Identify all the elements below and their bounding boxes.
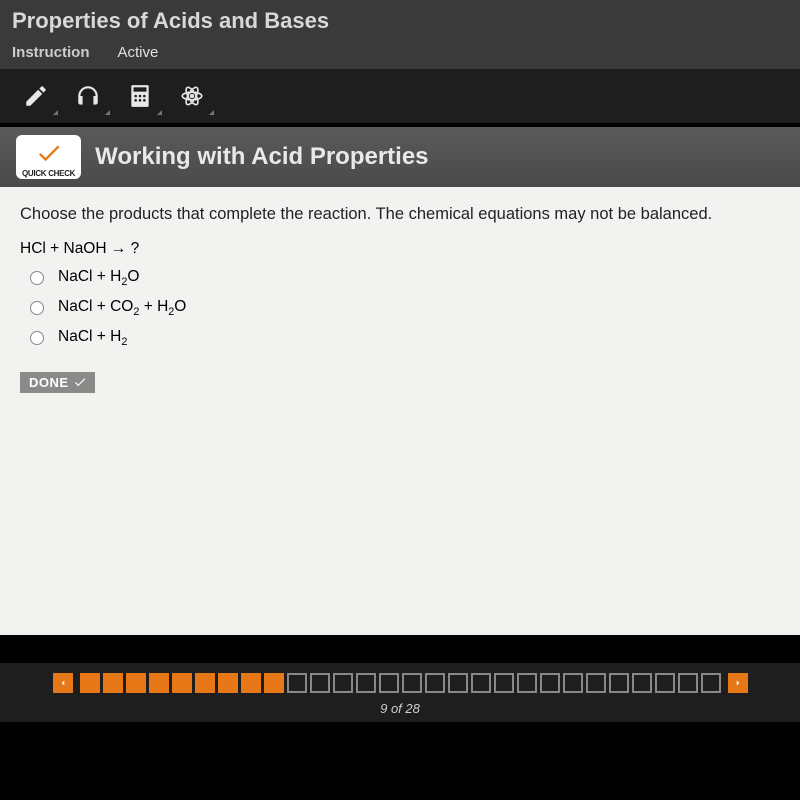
headphones-icon [75,83,101,109]
progress-cell[interactable] [80,673,100,693]
pencil-tool[interactable] [10,75,62,117]
radio-icon [30,301,44,315]
lesson-header: Properties of Acids and Bases Instructio… [0,0,800,69]
question-equation: HCl + NaOH → ? [20,240,780,258]
answer-options: NaCl + H2O NaCl + CO2 + H2O NaCl + H2 [30,268,780,348]
progress-cell[interactable] [402,673,422,693]
progress-cell[interactable] [448,673,468,693]
prev-button[interactable] [53,673,73,693]
progress-cell[interactable] [586,673,606,693]
lesson-title: Properties of Acids and Bases [12,8,788,34]
progress-cell[interactable] [218,673,238,693]
option-1[interactable]: NaCl + H2O [30,268,780,288]
option-label: NaCl + CO2 + H2O [58,298,186,318]
done-label: DONE [29,375,69,390]
section-title: Working with Acid Properties [95,143,428,171]
progress-cell[interactable] [517,673,537,693]
progress-cell[interactable] [172,673,192,693]
progress-cell[interactable] [655,673,675,693]
done-button[interactable]: DONE [20,372,95,393]
progress-bar [10,673,790,693]
checkmark-icon [32,139,66,167]
progress-cell[interactable] [356,673,376,693]
progress-cell[interactable] [333,673,353,693]
calculator-icon [127,83,153,109]
pencil-icon [23,83,49,109]
tool-toolbar [0,69,800,123]
progress-cell[interactable] [701,673,721,693]
progress-cell[interactable] [264,673,284,693]
question-prompt: Choose the products that complete the re… [20,205,780,224]
audio-tool[interactable] [62,75,114,117]
quick-check-label: QUICK CHECK [22,170,75,177]
quick-check-badge: QUICK CHECK [16,135,81,179]
option-label: NaCl + H2O [58,268,139,288]
chevron-left-icon [58,678,68,688]
progress-cell[interactable] [379,673,399,693]
option-2[interactable]: NaCl + CO2 + H2O [30,298,780,318]
option-label: NaCl + H2 [58,328,127,348]
progress-cells [80,673,721,693]
progress-cell[interactable] [540,673,560,693]
next-button[interactable] [728,673,748,693]
section-header: QUICK CHECK Working with Acid Properties [0,127,800,187]
progress-label: 9 of 28 [10,701,790,716]
progress-cell[interactable] [609,673,629,693]
radio-icon [30,271,44,285]
progress-cell[interactable] [632,673,652,693]
chevron-right-icon [733,678,743,688]
progress-footer: 9 of 28 [0,663,800,722]
header-tabs: Instruction Active [12,40,788,69]
progress-cell[interactable] [678,673,698,693]
progress-cell[interactable] [241,673,261,693]
progress-cell[interactable] [126,673,146,693]
progress-cell[interactable] [425,673,445,693]
progress-cell[interactable] [494,673,514,693]
progress-cell[interactable] [471,673,491,693]
progress-cell[interactable] [287,673,307,693]
tab-active[interactable]: Active [118,40,159,69]
question-panel: Choose the products that complete the re… [0,187,800,635]
radio-icon [30,331,44,345]
progress-cell[interactable] [195,673,215,693]
option-3[interactable]: NaCl + H2 [30,328,780,348]
tab-instruction[interactable]: Instruction [12,40,90,69]
atom-tool[interactable] [166,75,218,117]
progress-cell[interactable] [103,673,123,693]
check-icon [73,375,87,389]
atom-icon [179,83,205,109]
calculator-tool[interactable] [114,75,166,117]
progress-cell[interactable] [310,673,330,693]
progress-cell[interactable] [563,673,583,693]
progress-cell[interactable] [149,673,169,693]
